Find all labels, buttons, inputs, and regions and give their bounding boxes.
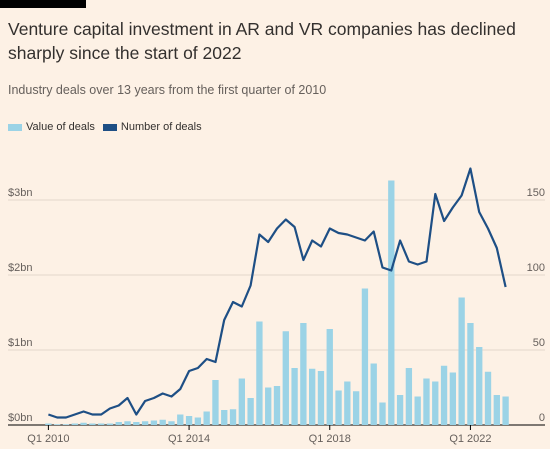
bar-value-of-deals: [106, 423, 114, 425]
bar-value-of-deals: [335, 390, 342, 425]
bar-value-of-deals: [221, 410, 228, 425]
right-axis-tick-label: 150: [527, 187, 545, 199]
bar-value-of-deals: [432, 381, 439, 425]
bar-value-of-deals: [97, 423, 105, 425]
bar-value-of-deals: [45, 423, 52, 425]
bar-value-of-deals: [80, 422, 87, 425]
bar-value-of-deals: [185, 416, 193, 425]
bar-layer: [45, 180, 509, 425]
axis-layer: $0bn $1bn $2bn $3bn 0 50 100 150 Q1 2010 Q1 2014 Q…: [8, 187, 545, 445]
bar-value-of-deals: [265, 387, 272, 425]
bar-value-of-deals: [141, 421, 149, 425]
bar-value-of-deals: [361, 288, 369, 425]
bar-value-of-deals: [379, 402, 386, 425]
bar-value-of-deals: [291, 368, 298, 425]
bar-value-of-deals: [344, 381, 351, 425]
bar-value-of-deals: [405, 368, 413, 425]
header-accent-bar: [0, 0, 86, 8]
bar-value-of-deals: [238, 378, 245, 425]
left-axis-tick-label: $0bn: [8, 412, 32, 424]
bar-value-of-deals: [212, 380, 219, 425]
legend-label-value: Value of deals: [26, 121, 95, 133]
line-layer: [48, 167, 507, 419]
legend-label-count: Number of deals: [120, 121, 202, 133]
left-axis-tick-label: $2bn: [8, 262, 32, 274]
right-axis-tick-label: 100: [527, 262, 545, 274]
bar-value-of-deals: [229, 409, 237, 425]
bar-value-of-deals: [168, 421, 175, 425]
bar-value-of-deals: [352, 391, 360, 425]
bar-value-of-deals: [502, 396, 509, 425]
bar-value-of-deals: [124, 421, 131, 425]
bar-value-of-deals: [115, 422, 122, 425]
legend-swatch-value: [8, 123, 22, 131]
bar-value-of-deals: [300, 323, 307, 425]
bar-value-of-deals: [493, 395, 500, 425]
bar-value-of-deals: [440, 365, 448, 425]
legend-item-value: Value of deals: [8, 121, 95, 133]
x-axis-tick-label: Q1 2014: [168, 433, 210, 445]
chart-subtitle: Industry deals over 13 years from the fi…: [8, 83, 327, 97]
x-axis-tick-label: Q1 2018: [309, 433, 351, 445]
bar-value-of-deals: [177, 414, 184, 425]
legend: Value of deals Number of deals: [8, 121, 210, 133]
bar-value-of-deals: [423, 378, 430, 425]
bar-value-of-deals: [89, 423, 96, 425]
left-axis-tick-label: $1bn: [8, 337, 32, 349]
legend-swatch-count: [102, 123, 117, 131]
bar-value-of-deals: [54, 424, 61, 425]
bar-value-of-deals: [388, 180, 395, 425]
bar-value-of-deals: [458, 297, 465, 425]
bar-value-of-deals: [414, 396, 421, 425]
bar-value-of-deals: [150, 420, 158, 425]
bar-value-of-deals: [194, 417, 202, 425]
bar-value-of-deals: [71, 423, 78, 425]
bar-value-of-deals: [273, 386, 281, 425]
bar-value-of-deals: [159, 419, 166, 425]
bar-value-of-deals: [449, 372, 457, 425]
bar-value-of-deals: [317, 371, 325, 425]
bar-value-of-deals: [133, 422, 140, 425]
chart-title: Venture capital investment in AR and VR …: [8, 19, 516, 63]
right-axis-tick-label: 0: [539, 412, 545, 424]
bar-value-of-deals: [370, 363, 377, 425]
bar-value-of-deals: [467, 323, 474, 425]
bar-value-of-deals: [62, 424, 70, 425]
bar-value-of-deals: [476, 347, 483, 425]
bar-value-of-deals: [256, 321, 263, 425]
x-axis-tick-label: Q1 2022: [449, 433, 491, 445]
bar-value-of-deals: [203, 411, 210, 425]
left-axis-tick-label: $3bn: [8, 187, 32, 199]
right-axis-tick-label: 50: [533, 337, 545, 349]
line-number-of-deals: [48, 167, 507, 419]
bar-value-of-deals: [396, 395, 404, 425]
bar-value-of-deals: [484, 371, 492, 425]
bar-value-of-deals: [247, 398, 254, 425]
bar-value-of-deals: [282, 331, 289, 425]
x-axis-tick-label: Q1 2010: [27, 433, 69, 445]
bar-value-of-deals: [326, 329, 333, 425]
bar-value-of-deals: [309, 368, 316, 425]
legend-item-count: Number of deals: [102, 121, 202, 133]
